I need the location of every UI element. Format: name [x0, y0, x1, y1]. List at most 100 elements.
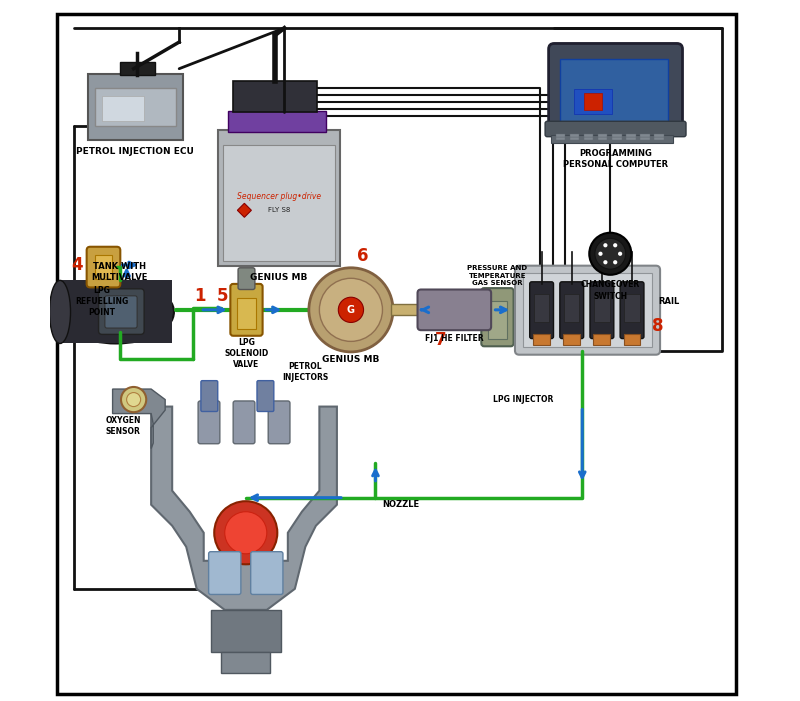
FancyBboxPatch shape	[209, 552, 241, 594]
FancyBboxPatch shape	[594, 294, 610, 322]
Ellipse shape	[225, 512, 267, 554]
Text: 5: 5	[217, 287, 228, 305]
Text: PETROL
INJECTORS: PETROL INJECTORS	[282, 362, 329, 382]
Circle shape	[121, 387, 146, 412]
FancyBboxPatch shape	[421, 294, 428, 325]
Ellipse shape	[58, 280, 174, 343]
FancyBboxPatch shape	[626, 137, 635, 140]
Circle shape	[613, 243, 618, 247]
FancyBboxPatch shape	[482, 288, 514, 346]
FancyBboxPatch shape	[95, 255, 112, 279]
FancyBboxPatch shape	[564, 294, 579, 322]
FancyBboxPatch shape	[534, 294, 550, 322]
FancyBboxPatch shape	[530, 282, 554, 339]
FancyBboxPatch shape	[598, 137, 607, 140]
FancyBboxPatch shape	[237, 298, 256, 329]
Bar	[60, 280, 172, 343]
Ellipse shape	[50, 280, 70, 343]
FancyBboxPatch shape	[488, 301, 506, 339]
FancyBboxPatch shape	[120, 62, 154, 75]
Polygon shape	[113, 389, 165, 449]
FancyBboxPatch shape	[481, 294, 488, 325]
FancyBboxPatch shape	[584, 93, 602, 110]
Circle shape	[338, 297, 363, 322]
FancyBboxPatch shape	[201, 381, 218, 411]
Circle shape	[309, 268, 393, 352]
Polygon shape	[151, 407, 337, 610]
Text: GENIUS MB: GENIUS MB	[250, 273, 307, 283]
Text: 1: 1	[194, 287, 206, 305]
Text: PRESSURE AND
TEMPERATURE
GAS SENSOR: PRESSURE AND TEMPERATURE GAS SENSOR	[467, 265, 527, 286]
FancyBboxPatch shape	[640, 134, 650, 137]
FancyBboxPatch shape	[95, 88, 176, 126]
FancyBboxPatch shape	[560, 282, 584, 339]
FancyBboxPatch shape	[515, 266, 660, 355]
Circle shape	[613, 260, 618, 264]
FancyBboxPatch shape	[228, 111, 326, 132]
Polygon shape	[210, 610, 281, 652]
Text: CHANGEOVER
SWITCH: CHANGEOVER SWITCH	[581, 280, 640, 301]
FancyBboxPatch shape	[570, 134, 579, 137]
FancyBboxPatch shape	[654, 134, 663, 137]
FancyBboxPatch shape	[102, 96, 144, 121]
Polygon shape	[222, 652, 270, 673]
Text: FJ1 HE FILTER: FJ1 HE FILTER	[425, 334, 483, 343]
Text: 4: 4	[71, 256, 83, 274]
FancyBboxPatch shape	[88, 74, 182, 140]
FancyBboxPatch shape	[574, 89, 613, 114]
Text: 8: 8	[652, 317, 664, 335]
FancyBboxPatch shape	[620, 282, 644, 339]
Text: PROGRAMMING
PERSONAL COMPUTER: PROGRAMMING PERSONAL COMPUTER	[562, 149, 668, 170]
Polygon shape	[238, 203, 251, 217]
Text: LPG INJECTOR: LPG INJECTOR	[494, 395, 554, 404]
Circle shape	[126, 393, 141, 407]
FancyBboxPatch shape	[584, 134, 594, 137]
Text: RAIL: RAIL	[658, 297, 679, 306]
Text: G: G	[347, 305, 355, 315]
FancyBboxPatch shape	[86, 247, 120, 287]
Text: Sequencer plug•drive: Sequencer plug•drive	[237, 192, 321, 200]
FancyBboxPatch shape	[233, 401, 255, 444]
FancyBboxPatch shape	[522, 273, 652, 347]
FancyBboxPatch shape	[418, 290, 491, 330]
FancyBboxPatch shape	[590, 282, 614, 339]
Circle shape	[603, 243, 607, 247]
FancyBboxPatch shape	[223, 145, 335, 261]
FancyBboxPatch shape	[545, 121, 686, 137]
Circle shape	[590, 233, 631, 275]
Ellipse shape	[214, 501, 278, 564]
FancyBboxPatch shape	[556, 137, 566, 140]
FancyBboxPatch shape	[98, 289, 144, 334]
Circle shape	[598, 252, 602, 256]
FancyBboxPatch shape	[640, 137, 650, 140]
FancyBboxPatch shape	[598, 134, 607, 137]
FancyBboxPatch shape	[218, 130, 341, 266]
FancyBboxPatch shape	[550, 135, 674, 143]
Text: OXYGEN
SENSOR: OXYGEN SENSOR	[106, 416, 141, 437]
Circle shape	[319, 278, 382, 341]
FancyBboxPatch shape	[654, 137, 663, 140]
FancyBboxPatch shape	[612, 134, 622, 137]
FancyBboxPatch shape	[105, 296, 137, 328]
FancyBboxPatch shape	[428, 297, 481, 322]
FancyBboxPatch shape	[268, 401, 290, 444]
Text: 6: 6	[357, 247, 368, 265]
FancyBboxPatch shape	[233, 81, 318, 112]
Text: LPG
REFUELLING
POINT: LPG REFUELLING POINT	[75, 286, 129, 318]
Text: PETROL INJECTION ECU: PETROL INJECTION ECU	[76, 147, 194, 156]
Text: FLY S8: FLY S8	[267, 207, 290, 213]
FancyBboxPatch shape	[594, 334, 610, 345]
Text: 7: 7	[435, 331, 446, 349]
Text: TANK WITH
MULTIVALVE: TANK WITH MULTIVALVE	[91, 261, 148, 282]
FancyBboxPatch shape	[624, 334, 641, 345]
FancyBboxPatch shape	[584, 137, 594, 140]
FancyBboxPatch shape	[556, 134, 566, 137]
FancyBboxPatch shape	[626, 134, 635, 137]
Text: NOZZLE: NOZZLE	[382, 501, 419, 509]
FancyBboxPatch shape	[624, 294, 640, 322]
FancyBboxPatch shape	[612, 137, 622, 140]
FancyBboxPatch shape	[198, 401, 220, 444]
FancyBboxPatch shape	[570, 137, 579, 140]
FancyBboxPatch shape	[549, 43, 682, 132]
FancyBboxPatch shape	[238, 268, 255, 290]
